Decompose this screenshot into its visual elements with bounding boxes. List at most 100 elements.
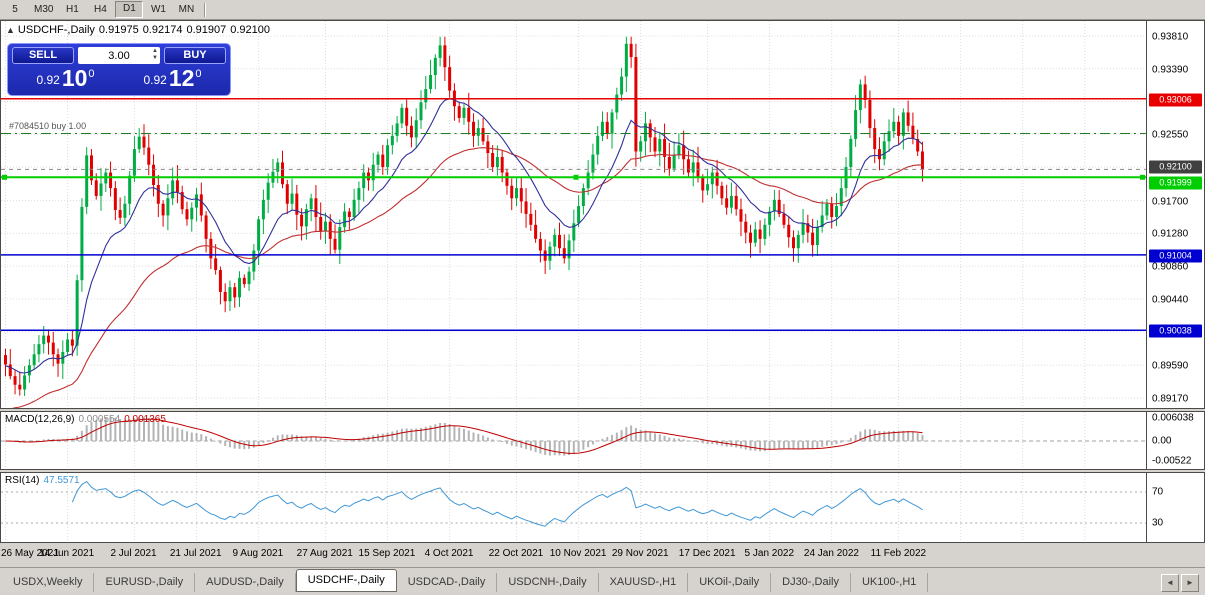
date-label: 26 May 2021 — [1, 548, 59, 559]
chart-header: ▲ USDCHF-,Daily 0.91975 0.92174 0.91907 0.921… — [6, 24, 274, 36]
price-tag: 0.93006 — [1149, 93, 1202, 107]
sell-price[interactable]: 0.92 10 0 — [12, 65, 119, 91]
price-tag: 0.91999 — [1149, 176, 1202, 190]
date-axis[interactable]: 26 May 2021 14 Jun 2021 2 Jul 2021 21 Jul 2… — [0, 543, 1148, 567]
rsi-tick: 70 — [1152, 486, 1164, 498]
buy-button[interactable]: BUY — [164, 47, 226, 64]
buy-price[interactable]: 0.92 12 0 — [119, 65, 226, 91]
price-tick: 0.91280 — [1152, 228, 1189, 240]
price-tick: 0.90860 — [1152, 261, 1189, 273]
timeframe-button-w1[interactable]: W1 — [150, 4, 166, 15]
chart-tab-usdchf-daily[interactable]: USDCHF-,Daily — [295, 569, 397, 592]
price-tick: 0.89590 — [1152, 360, 1189, 372]
chart-tab-uk100-h1[interactable]: UK100-,H1 — [851, 573, 929, 592]
chart-tab-eurusd-daily[interactable]: EURUSD-,Daily — [94, 573, 196, 592]
chart-tab-xauusd-h1[interactable]: XAUUSD-,H1 — [599, 573, 689, 592]
volume-input[interactable]: 3.00 ▲ ▼ — [78, 47, 160, 64]
volume-down-icon[interactable]: ▼ — [152, 55, 158, 61]
candlestick-chart[interactable] — [1, 21, 1146, 408]
price-chart-panel: ▲ USDCHF-,Daily 0.91975 0.92174 0.91907 0.921… — [0, 20, 1205, 409]
date-label: 4 Oct 2021 — [424, 548, 474, 559]
rsi-label: RSI(14) 47.5571 — [5, 475, 80, 486]
price-tick: 0.89170 — [1152, 393, 1189, 405]
buy-price-major: 0.92 — [143, 73, 167, 87]
macd-scale[interactable]: 0.006038 0.00 -0.00522 — [1148, 412, 1204, 469]
rsi-name: RSI(14) — [5, 475, 40, 486]
date-label: 21 Jul 2021 — [169, 548, 222, 559]
macd-signal-value: 0.001365 — [124, 414, 166, 425]
volume-value: 3.00 — [108, 49, 130, 62]
price-tag: 0.90038 — [1149, 324, 1202, 338]
chart-tab-usdcnh-daily[interactable]: USDCNH-,Daily — [497, 573, 599, 592]
date-label: 17 Dec 2021 — [678, 548, 736, 559]
rsi-chart[interactable] — [1, 473, 1146, 542]
chart-tab-audusd-daily[interactable]: AUDUSD-,Daily — [195, 573, 296, 592]
timeframe-button-5[interactable]: 5 — [12, 4, 18, 15]
macd-plot[interactable]: MACD(12,26,9) 0.000554 0.001365 — [1, 412, 1147, 469]
chart-tab-usdcad-daily[interactable]: USDCAD-,Daily — [397, 573, 498, 592]
chart-tabbar: USDX,Weekly EURUSD-,Daily AUDUSD-,Daily USD… — [0, 567, 1205, 595]
chart-tab-usdx-weekly[interactable]: USDX,Weekly — [2, 573, 95, 592]
ohlc-high: 0.92174 — [142, 24, 183, 36]
tab-scroll-left-icon[interactable]: ◄ — [1161, 574, 1179, 592]
price-tick: 0.93810 — [1152, 31, 1189, 43]
macd-name: MACD(12,26,9) — [5, 414, 75, 425]
chart-tab-ukoil-daily[interactable]: UKOil-,Daily — [688, 573, 772, 592]
rsi-tick: 30 — [1152, 517, 1164, 529]
price-tick: 0.90440 — [1152, 294, 1189, 306]
one-click-trade-panel: SELL 3.00 ▲ ▼ BUY 0.92 10 0 — [7, 43, 231, 96]
volume-up-icon[interactable]: ▲ — [152, 48, 158, 54]
timeframe-button-h4[interactable]: H4 — [94, 4, 107, 15]
date-label: 11 Feb 2022 — [870, 548, 927, 559]
toolbar-separator — [204, 2, 207, 17]
date-label: 10 Nov 2021 — [549, 548, 607, 559]
sell-price-point: 0 — [88, 68, 95, 80]
rsi-plot[interactable]: RSI(14) 47.5571 — [1, 473, 1147, 542]
collapse-one-click-icon[interactable]: ▲ — [6, 25, 15, 35]
timeframe-button-h1[interactable]: H1 — [66, 4, 79, 15]
date-label: 22 Oct 2021 — [488, 548, 544, 559]
chart-title: USDCHF-,Daily — [17, 24, 95, 36]
rsi-panel: RSI(14) 47.5571 70 30 — [0, 472, 1205, 543]
date-label: 15 Sep 2021 — [358, 548, 416, 559]
timeframe-button-d1[interactable]: D1 — [115, 1, 144, 18]
price-tick: 0.91700 — [1152, 196, 1189, 208]
ohlc-close: 0.92100 — [230, 24, 270, 36]
tab-scroll-right-icon[interactable]: ► — [1181, 574, 1199, 592]
macd-tick: 0.006038 — [1152, 412, 1194, 424]
chart-tab-dj30-daily[interactable]: DJ30-,Daily — [771, 573, 851, 592]
price-tag: 0.92100 — [1149, 160, 1202, 174]
macd-panel: MACD(12,26,9) 0.000554 0.001365 0.006038 0.… — [0, 411, 1205, 470]
date-label: 9 Aug 2021 — [232, 548, 284, 559]
price-tick: 0.93390 — [1152, 64, 1189, 76]
sell-price-major: 0.92 — [36, 73, 60, 87]
macd-main-value: 0.000554 — [78, 414, 121, 425]
price-scale[interactable]: 0.938100.933900.929700.925500.921300.917… — [1148, 21, 1204, 408]
ohlc-open: 0.91975 — [98, 24, 139, 36]
macd-tick: -0.00522 — [1152, 455, 1192, 467]
date-label: 2 Jul 2021 — [110, 548, 157, 559]
date-label: 27 Aug 2021 — [296, 548, 353, 559]
price-plot[interactable]: ▲ USDCHF-,Daily 0.91975 0.92174 0.91907 0.921… — [1, 21, 1147, 408]
rsi-scale[interactable]: 70 30 — [1148, 473, 1204, 542]
date-label: 24 Jan 2022 — [803, 548, 859, 559]
timeframe-button-m30[interactable]: M30 — [34, 4, 54, 15]
timeframe-toolbar: 5 M30 H1 H4 D1 W1 MN — [0, 0, 1205, 20]
macd-chart[interactable] — [1, 412, 1146, 469]
macd-label: MACD(12,26,9) 0.000554 0.001365 — [5, 414, 166, 425]
buy-price-point: 0 — [195, 68, 202, 80]
position-label: #7084510 buy 1.00 — [9, 120, 87, 131]
price-tag: 0.91004 — [1149, 249, 1202, 263]
date-label: 14 Jun 2021 — [39, 548, 95, 559]
sell-button[interactable]: SELL — [12, 47, 74, 64]
sell-price-pips: 10 — [61, 65, 88, 91]
ohlc-low: 0.91907 — [186, 24, 227, 36]
rsi-value: 47.5571 — [43, 475, 80, 486]
date-label: 29 Nov 2021 — [611, 548, 669, 559]
timeframe-button-mn[interactable]: MN — [178, 4, 195, 15]
price-tick: 0.92550 — [1152, 129, 1189, 141]
date-label: 5 Jan 2022 — [744, 548, 795, 559]
tab-scroll: ◄ ► — [1161, 574, 1205, 592]
buy-price-pips: 12 — [168, 65, 195, 91]
